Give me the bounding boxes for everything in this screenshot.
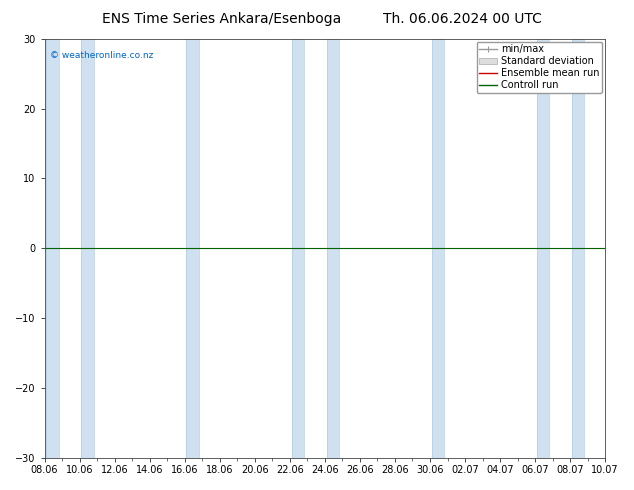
Bar xyxy=(537,39,549,458)
Bar xyxy=(46,39,58,458)
Bar xyxy=(327,39,339,458)
Bar xyxy=(432,39,444,458)
Bar xyxy=(292,39,304,458)
Text: © weatheronline.co.nz: © weatheronline.co.nz xyxy=(50,51,153,60)
Bar xyxy=(81,39,94,458)
Bar xyxy=(572,39,584,458)
Bar xyxy=(186,39,198,458)
Text: Th. 06.06.2024 00 UTC: Th. 06.06.2024 00 UTC xyxy=(384,12,542,26)
Text: ENS Time Series Ankara/Esenboga: ENS Time Series Ankara/Esenboga xyxy=(102,12,342,26)
Legend: min/max, Standard deviation, Ensemble mean run, Controll run: min/max, Standard deviation, Ensemble me… xyxy=(477,42,602,93)
